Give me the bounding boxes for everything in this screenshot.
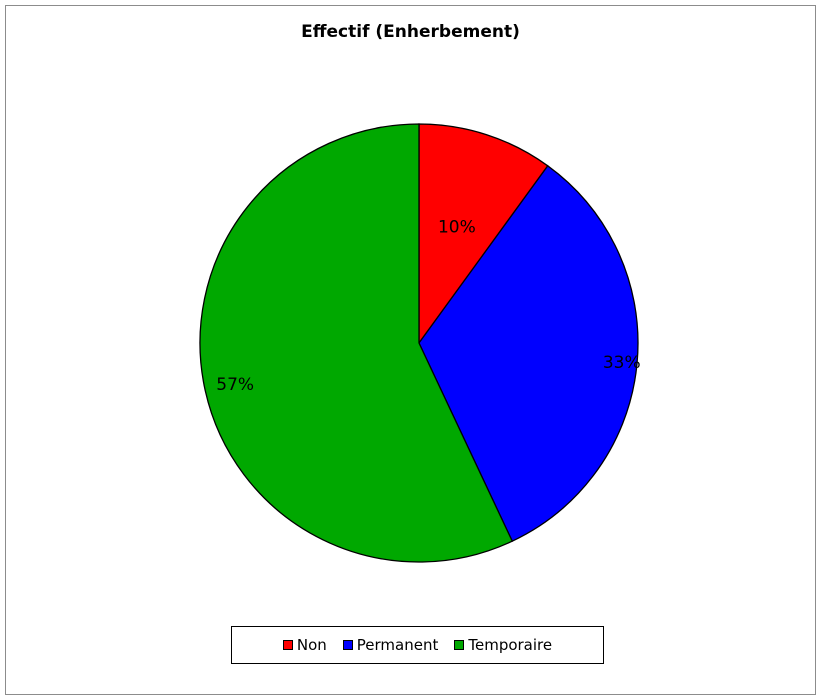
data-label-permanent: 33%	[603, 353, 641, 373]
legend-swatch-permanent	[342, 640, 353, 650]
chart-title: Effectif (Enherbement)	[301, 22, 520, 42]
legend-item-permanent: Permanent	[342, 636, 439, 654]
pie-slice-non	[418, 123, 549, 346]
legend: Non Permanent Temporaire	[231, 626, 604, 664]
legend-swatch-temporaire	[454, 640, 465, 650]
legend-swatch-non	[282, 640, 293, 650]
legend-label-temporaire: Temporaire	[468, 636, 553, 654]
pie-slice-permanent	[418, 164, 639, 543]
data-label-non: 10%	[438, 217, 476, 237]
data-label-temporaire: 57%	[216, 375, 254, 395]
legend-label-permanent: Permanent	[356, 636, 439, 654]
legend-item-temporaire: Temporaire	[454, 636, 552, 654]
legend-label-non: Non	[296, 636, 327, 654]
legend-item-non: Non	[282, 636, 327, 654]
pie-slice-temporaire	[199, 123, 514, 563]
